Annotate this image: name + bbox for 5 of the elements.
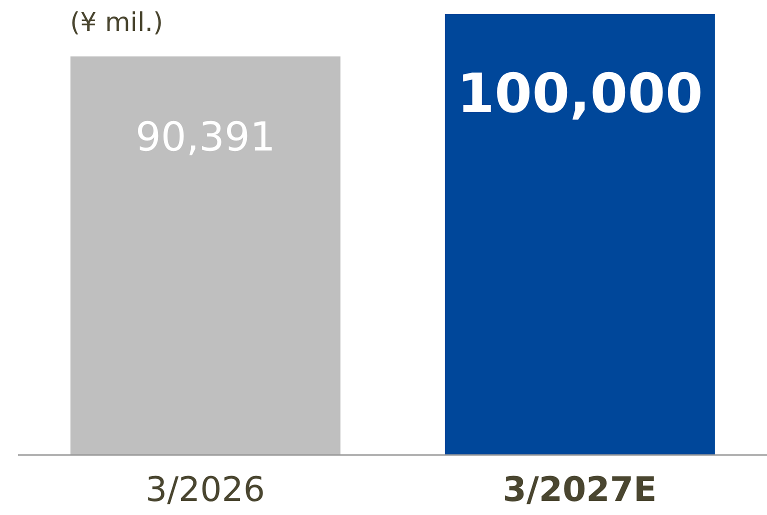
- x-tick-label: 3/2026: [145, 470, 266, 510]
- x-tick-label: 3/2027E: [502, 470, 657, 510]
- data-label: 100,000: [456, 62, 703, 125]
- data-label: 90,391: [135, 114, 276, 160]
- y-axis-title: (¥ mil.): [70, 8, 164, 38]
